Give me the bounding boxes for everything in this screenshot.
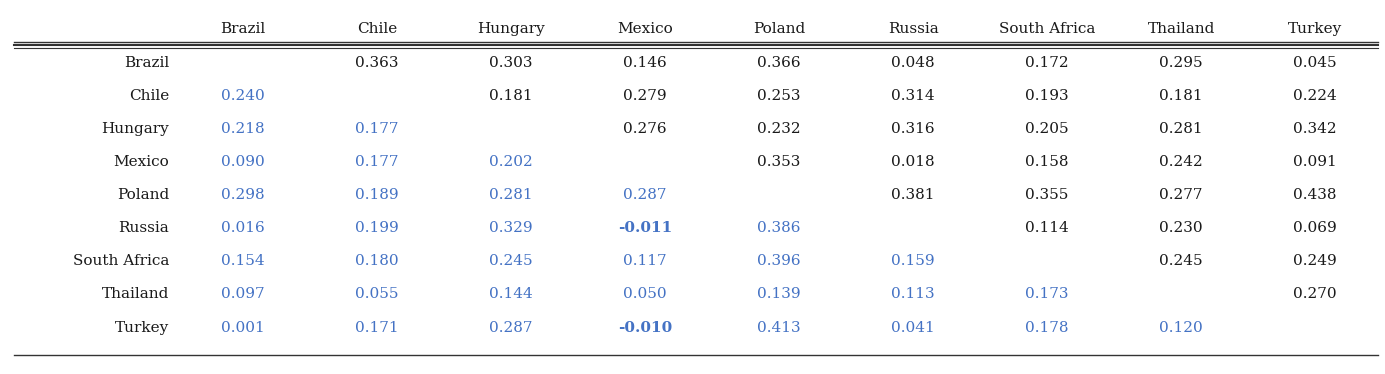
Text: Turkey: Turkey	[1288, 22, 1342, 36]
Text: 0.281: 0.281	[489, 188, 533, 202]
Text: 0.303: 0.303	[489, 56, 533, 70]
Text: Russia: Russia	[888, 22, 939, 36]
Text: 0.001: 0.001	[222, 321, 265, 335]
Text: 0.230: 0.230	[1159, 221, 1204, 235]
Text: 0.224: 0.224	[1294, 89, 1337, 103]
Text: 0.253: 0.253	[758, 89, 801, 103]
Text: 0.041: 0.041	[891, 321, 935, 335]
Text: 0.172: 0.172	[1025, 56, 1069, 70]
Text: 0.218: 0.218	[222, 122, 265, 136]
Text: 0.281: 0.281	[1159, 122, 1204, 136]
Text: 0.180: 0.180	[355, 254, 399, 268]
Text: Chile: Chile	[129, 89, 169, 103]
Text: Poland: Poland	[753, 22, 805, 36]
Text: 0.381: 0.381	[892, 188, 935, 202]
Text: 0.139: 0.139	[758, 288, 801, 301]
Text: 0.413: 0.413	[758, 321, 801, 335]
Text: 0.287: 0.287	[623, 188, 666, 202]
Text: 0.018: 0.018	[892, 155, 935, 169]
Text: Hungary: Hungary	[476, 22, 544, 36]
Text: 0.287: 0.287	[489, 321, 533, 335]
Text: Chile: Chile	[357, 22, 397, 36]
Text: 0.386: 0.386	[758, 221, 801, 235]
Text: 0.342: 0.342	[1294, 122, 1337, 136]
Text: South Africa: South Africa	[72, 254, 169, 268]
Text: 0.048: 0.048	[892, 56, 935, 70]
Text: 0.177: 0.177	[355, 155, 399, 169]
Text: 0.113: 0.113	[892, 288, 935, 301]
Text: -0.010: -0.010	[618, 321, 672, 335]
Text: 0.245: 0.245	[489, 254, 533, 268]
Text: Poland: Poland	[116, 188, 169, 202]
Text: 0.396: 0.396	[758, 254, 801, 268]
Text: 0.199: 0.199	[355, 221, 399, 235]
Text: 0.173: 0.173	[1025, 288, 1069, 301]
Text: 0.276: 0.276	[623, 122, 666, 136]
Text: 0.178: 0.178	[1025, 321, 1069, 335]
Text: Thailand: Thailand	[1148, 22, 1215, 36]
Text: 0.298: 0.298	[222, 188, 265, 202]
Text: 0.232: 0.232	[758, 122, 801, 136]
Text: 0.144: 0.144	[489, 288, 533, 301]
Text: 0.240: 0.240	[222, 89, 265, 103]
Text: 0.355: 0.355	[1025, 188, 1069, 202]
Text: Thailand: Thailand	[101, 288, 169, 301]
Text: Brazil: Brazil	[220, 22, 266, 36]
Text: 0.091: 0.091	[1294, 155, 1337, 169]
Text: 0.242: 0.242	[1159, 155, 1204, 169]
Text: 0.270: 0.270	[1294, 288, 1337, 301]
Text: 0.438: 0.438	[1294, 188, 1337, 202]
Text: 0.181: 0.181	[489, 89, 533, 103]
Text: 0.353: 0.353	[758, 155, 801, 169]
Text: 0.295: 0.295	[1159, 56, 1204, 70]
Text: 0.154: 0.154	[222, 254, 265, 268]
Text: South Africa: South Africa	[999, 22, 1096, 36]
Text: -0.011: -0.011	[618, 221, 672, 235]
Text: 0.159: 0.159	[892, 254, 935, 268]
Text: 0.050: 0.050	[623, 288, 666, 301]
Text: 0.158: 0.158	[1025, 155, 1069, 169]
Text: 0.202: 0.202	[489, 155, 533, 169]
Text: 0.366: 0.366	[758, 56, 801, 70]
Text: Mexico: Mexico	[114, 155, 169, 169]
Text: 0.120: 0.120	[1159, 321, 1204, 335]
Text: 0.193: 0.193	[1025, 89, 1069, 103]
Text: 0.245: 0.245	[1159, 254, 1204, 268]
Text: 0.114: 0.114	[1025, 221, 1069, 235]
Text: Brazil: Brazil	[123, 56, 169, 70]
Text: Mexico: Mexico	[618, 22, 673, 36]
Text: 0.189: 0.189	[355, 188, 399, 202]
Text: 0.045: 0.045	[1294, 56, 1337, 70]
Text: 0.277: 0.277	[1159, 188, 1204, 202]
Text: Hungary: Hungary	[101, 122, 169, 136]
Text: 0.090: 0.090	[222, 155, 265, 169]
Text: 0.279: 0.279	[623, 89, 666, 103]
Text: 0.316: 0.316	[892, 122, 935, 136]
Text: 0.117: 0.117	[623, 254, 666, 268]
Text: Turkey: Turkey	[115, 321, 169, 335]
Text: 0.055: 0.055	[355, 288, 399, 301]
Text: 0.363: 0.363	[355, 56, 399, 70]
Text: 0.249: 0.249	[1294, 254, 1337, 268]
Text: 0.329: 0.329	[489, 221, 533, 235]
Text: 0.171: 0.171	[355, 321, 399, 335]
Text: 0.205: 0.205	[1025, 122, 1069, 136]
Text: 0.314: 0.314	[892, 89, 935, 103]
Text: 0.069: 0.069	[1294, 221, 1337, 235]
Text: 0.016: 0.016	[222, 221, 265, 235]
Text: 0.177: 0.177	[355, 122, 399, 136]
Text: 0.097: 0.097	[222, 288, 265, 301]
Text: 0.181: 0.181	[1159, 89, 1204, 103]
Text: 0.146: 0.146	[623, 56, 668, 70]
Text: Russia: Russia	[118, 221, 169, 235]
